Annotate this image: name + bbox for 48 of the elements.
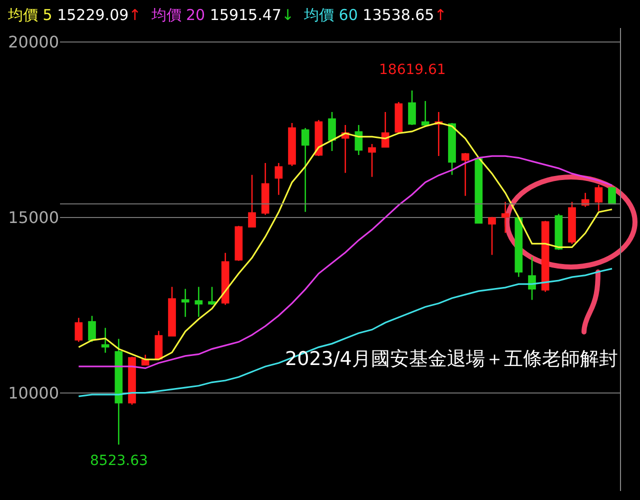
candlestick: [448, 122, 456, 176]
text: 均價 60: [304, 6, 359, 24]
candlestick: [394, 101, 403, 134]
annotation: 8523.63: [90, 453, 148, 469]
text: 均價 20: [151, 6, 206, 24]
candlestick: [261, 162, 270, 216]
y-tick-label: 20000: [8, 32, 59, 52]
candlestick: [368, 143, 376, 178]
candlestick: [114, 338, 123, 446]
candlestick: [488, 216, 496, 256]
candlestick: [594, 184, 603, 212]
candlestick: [88, 315, 96, 342]
candlestick: [408, 90, 416, 126]
candlestick: [381, 111, 390, 148]
candlestick: [528, 256, 536, 300]
candlestick: [221, 252, 230, 306]
candlestick: [608, 186, 616, 205]
candlestick: [554, 213, 563, 251]
candlestick: [248, 174, 256, 228]
candlestick: [181, 288, 190, 318]
text: 15229.09↑: [57, 6, 142, 24]
candlestick: [288, 122, 296, 167]
text: 均價 5: [8, 6, 54, 24]
candlestick: [421, 100, 430, 128]
text: 13538.65↑: [362, 6, 447, 24]
candlestick: [101, 327, 110, 354]
candlestick: [328, 111, 336, 152]
candlestick: [234, 225, 243, 262]
candlestick: [208, 286, 216, 306]
candlestick: [74, 317, 83, 342]
candlestick: [474, 156, 483, 224]
candlestick: [354, 124, 363, 156]
annotation: 2023/4月國安基金退場＋五條老師解封: [285, 348, 618, 370]
y-tick-label: 10000: [8, 383, 59, 402]
annotation: 18619.61: [379, 62, 446, 78]
candlestick: [194, 286, 203, 318]
candlestick: [501, 201, 510, 234]
candlestick: [541, 220, 550, 292]
candlestick: [168, 286, 176, 336]
candlestick: [301, 127, 310, 213]
candlestick: [514, 217, 523, 278]
y-tick-label: 15000: [8, 208, 59, 228]
candlestick: [154, 330, 163, 360]
text: 15915.47↓: [210, 6, 294, 24]
candlestick: [461, 152, 470, 197]
candlestick: [274, 162, 283, 196]
candlestick: [128, 356, 136, 406]
candlestick: [568, 201, 576, 245]
